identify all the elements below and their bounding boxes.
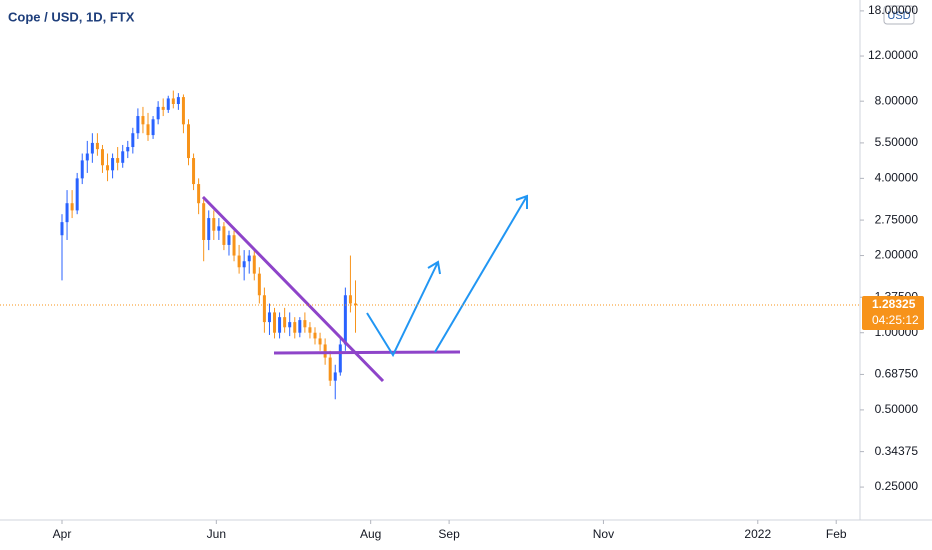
candle-body [121,151,125,163]
candle-body [111,158,115,171]
countdown-label: 04:25:12 [872,313,919,327]
candle-body [161,106,165,110]
candle-body [308,327,312,333]
y-tick-label: 4.00000 [875,171,919,185]
candle-body [166,98,170,110]
y-tick-label: 0.34375 [875,444,919,458]
candle-body [70,203,74,211]
candle-body [100,149,104,166]
candle-body [353,303,357,306]
candle-body [348,295,352,304]
x-tick-label: Feb [826,527,847,541]
candle-body [207,218,211,240]
candle-body [181,97,185,125]
x-tick-label: 2022 [744,527,771,541]
candle-body [323,344,327,358]
candle-body [60,222,64,236]
y-tick-label: 12.00000 [868,48,918,62]
drawings [201,194,528,383]
candle-body [267,312,271,323]
candle-body [192,158,196,185]
candle-body [106,165,110,171]
candle-body [131,133,135,148]
candle-body [222,226,226,245]
candle-body [141,116,145,125]
candle-body [186,124,190,159]
candle-body [156,106,160,120]
candle-body [242,261,246,268]
x-tick-label: Nov [593,527,614,541]
x-tick-label: Apr [53,527,72,541]
y-tick-label: 2.75000 [875,212,919,226]
candle-body [65,203,69,223]
candle-body [257,273,261,296]
candle-body [313,332,317,339]
candle-body [227,235,231,245]
x-tick-label: Jun [207,527,226,541]
candle-body [293,322,297,333]
candle-body [252,255,256,274]
candle-body [202,203,206,240]
y-tick-label: 2.00000 [875,248,919,262]
candle-body [151,119,155,136]
candle-body [176,97,180,105]
y-tick-label: 8.00000 [875,93,919,107]
candle-body [328,357,332,381]
projection-arrow [434,195,528,353]
x-tick-label: Aug [360,527,381,541]
candle-body [126,147,130,152]
candle-body [90,142,94,154]
candle-body [75,178,79,211]
y-tick-label: 5.50000 [875,135,919,149]
candle-body [232,235,236,256]
candle-body [303,320,307,328]
candle-body [237,255,241,268]
currency-label: USD [887,10,910,22]
candle-body [212,218,216,231]
candle-body [333,372,337,381]
last-price-label: 1.28325 [872,297,916,311]
candle-body [197,184,201,204]
candle-body [283,317,287,328]
candle-body [247,255,251,262]
plot-area [60,90,357,400]
arrow-head [515,194,528,209]
candle-body [343,295,347,345]
trend-line [201,195,385,383]
candle-body [338,344,342,373]
candle-body [298,320,302,333]
candle-body [95,142,99,150]
candle-body [80,160,84,179]
currency-badge[interactable] [883,5,915,25]
support-line [273,350,461,355]
candle-body [288,322,292,328]
projection-arrow [366,261,439,358]
candle-body [217,226,221,231]
candle-body [116,158,120,163]
last-price-box [862,295,924,330]
candle-body [273,312,277,333]
candle-body [278,317,282,333]
candle-body [318,338,322,345]
x-tick-label: Sep [438,527,460,541]
candle-body [136,116,140,134]
candle-body [146,124,150,136]
arrow-head [427,260,441,275]
y-tick-label: 18.00000 [868,3,918,17]
y-tick-label: 0.68750 [875,367,919,381]
y-tick-label: 0.50000 [875,402,919,416]
candle-body [171,98,175,105]
candle-body [85,153,89,161]
chart-title: Cope / USD, 1D, FTX [8,9,135,24]
candle-body [262,295,266,323]
y-tick-label: 0.25000 [875,479,919,493]
